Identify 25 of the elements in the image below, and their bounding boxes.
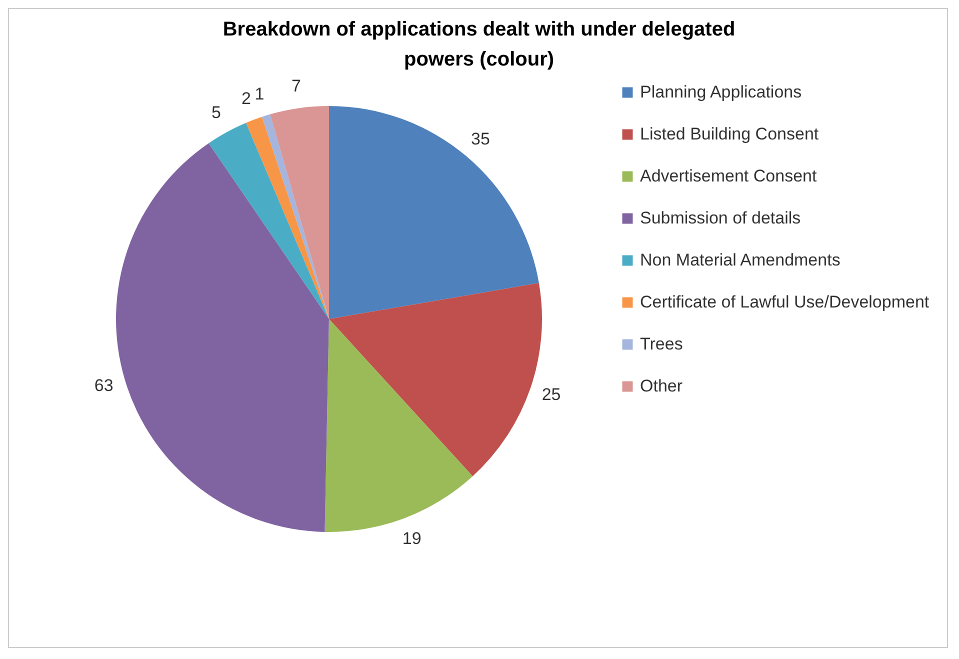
- pie-slice: [329, 282, 542, 476]
- legend-label: Trees: [640, 334, 683, 354]
- pie-slice: [270, 106, 329, 319]
- legend-label: Certificate of Lawful Use/Development: [640, 292, 930, 312]
- pie-slice: [116, 143, 329, 532]
- legend-label: Planning Applications: [640, 82, 802, 102]
- data-label: 35: [470, 129, 490, 148]
- data-label: 25: [542, 385, 561, 404]
- data-label: 7: [291, 76, 301, 96]
- legend-label: Non Material Amendments: [640, 250, 840, 270]
- legend-label: Listed Building Consent: [640, 124, 819, 144]
- chart-title: Breakdown of applications dealt with under delegated powers (colour): [222, 18, 736, 70]
- pie-slice: [246, 116, 329, 319]
- data-label: 63: [94, 376, 114, 396]
- data-label: 19: [402, 528, 422, 548]
- pie-slice: [208, 122, 329, 319]
- data-label: 2: [241, 89, 251, 108]
- legend-label: Other: [640, 376, 683, 396]
- legend-label: Advertisement Consent: [640, 166, 817, 186]
- pie-slice: [324, 319, 473, 532]
- legend-label: Submission of details: [640, 208, 801, 228]
- pie-slice: [329, 106, 539, 319]
- pie-slice: [262, 114, 329, 319]
- data-label: 1: [254, 84, 264, 104]
- data-label: 5: [212, 102, 222, 122]
